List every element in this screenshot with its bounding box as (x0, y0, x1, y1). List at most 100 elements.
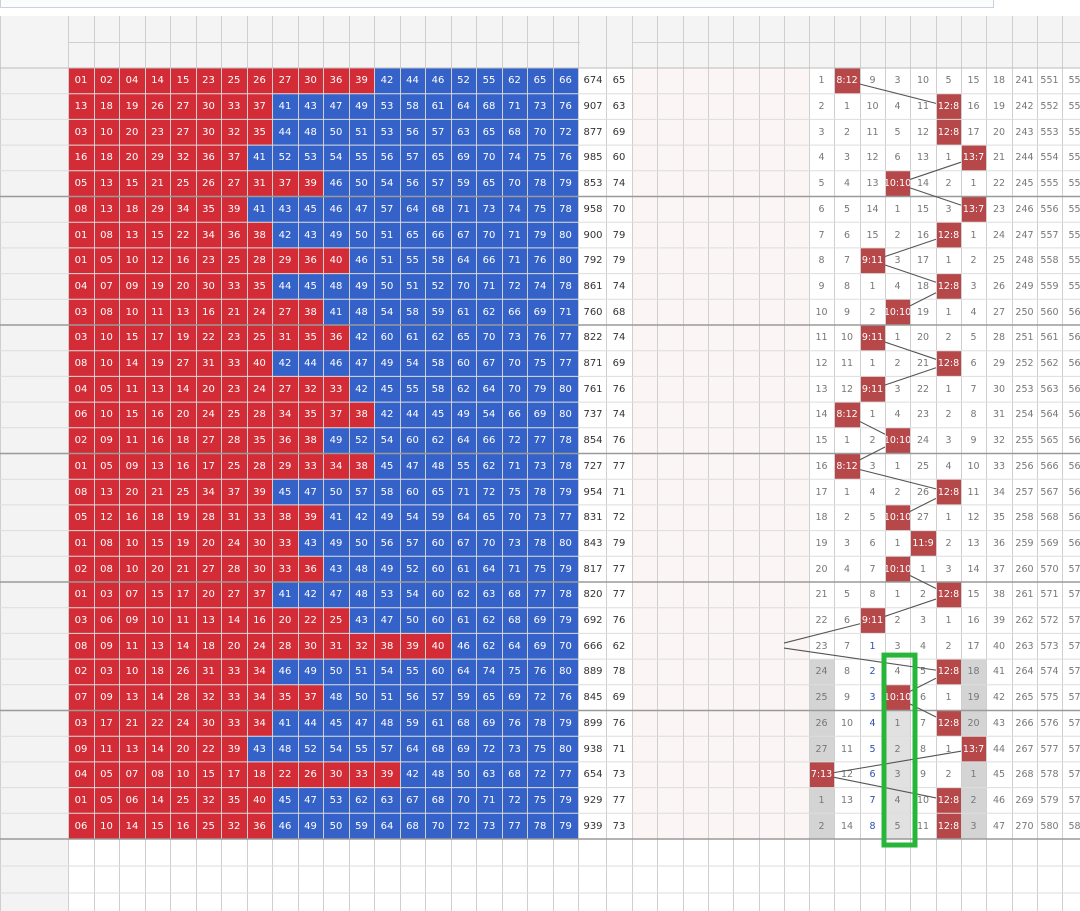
marker-ratio[interactable]: 7:13 (810, 847, 833, 858)
marker-number[interactable]: 12 (355, 874, 368, 885)
marker-number[interactable]: 13 (380, 874, 394, 885)
marker-number[interactable]: 18 (508, 847, 521, 858)
marker-number[interactable]: 20 (559, 874, 572, 885)
marker-number[interactable]: 12 (355, 901, 368, 911)
marker-ratio[interactable]: 9:11 (861, 847, 884, 858)
marker-number[interactable]: 20 (559, 901, 572, 911)
marker-ratio[interactable]: 17:3 (1063, 847, 1080, 858)
marker-number[interactable]: 6 (205, 847, 212, 858)
marker-number[interactable]: 15 (431, 901, 445, 911)
marker-number[interactable]: 12 (355, 847, 368, 858)
marker-number[interactable]: 14 (406, 847, 419, 858)
marker-ratio[interactable]: 4:16 (734, 847, 758, 858)
marker-ratio[interactable]: 7:13 (810, 901, 833, 911)
marker-number[interactable]: 19 (533, 847, 547, 858)
marker-number[interactable]: 11 (329, 901, 343, 911)
marker-ratio[interactable]: 7:13 (810, 874, 833, 885)
marker-ratio[interactable]: 17:3 (1063, 901, 1080, 911)
marker-number[interactable]: 3 (128, 874, 136, 885)
marker-number[interactable]: 2 (103, 901, 110, 911)
marker-ratio[interactable]: 12:8 (937, 901, 960, 911)
marker-number[interactable]: 3 (128, 847, 136, 858)
marker-ratio[interactable]: 14:6 (987, 874, 1011, 885)
marker-ratio[interactable]: 0:20 (633, 874, 656, 885)
marker-number[interactable]: 1 (77, 874, 85, 885)
marker-number[interactable]: 8 (256, 847, 263, 858)
marker-number[interactable]: 17 (482, 847, 496, 858)
marker-number[interactable]: 17 (482, 901, 496, 911)
marker-ratio[interactable]: 5:15 (760, 901, 783, 911)
marker-number[interactable]: 5 (179, 847, 187, 858)
marker-number[interactable]: 19 (533, 901, 547, 911)
marker-ratio[interactable]: 8:12 (835, 901, 859, 911)
marker-ratio[interactable]: 3:17 (709, 874, 732, 885)
marker-number[interactable]: 7 (230, 874, 238, 885)
marker-number[interactable]: 14 (406, 874, 419, 885)
marker-number[interactable]: 14 (406, 901, 419, 911)
marker-ratio[interactable]: 15:5 (1013, 901, 1036, 911)
marker-ratio[interactable]: 10:10 (885, 847, 910, 858)
marker-ratio[interactable]: 13:7 (962, 847, 985, 858)
marker-number[interactable]: 16 (457, 874, 470, 885)
marker-ratio[interactable]: 16:4 (1038, 874, 1061, 885)
marker-number[interactable]: 7 (230, 847, 238, 858)
marker-number[interactable]: 15 (431, 847, 445, 858)
marker-ratio[interactable]: 2:18 (684, 847, 707, 858)
marker-ratio[interactable]: 11:9 (911, 874, 935, 885)
marker-number[interactable]: 18 (508, 901, 521, 911)
marker-ratio[interactable]: 14:6 (987, 847, 1011, 858)
marker-ratio[interactable]: 9:11 (861, 874, 884, 885)
marker-number[interactable]: 11 (329, 847, 343, 858)
marker-ratio[interactable]: 2:18 (684, 901, 707, 911)
top-scroll-bar[interactable] (0, 0, 994, 8)
marker-ratio[interactable]: 1:19 (658, 901, 682, 911)
marker-ratio[interactable]: 1:19 (658, 874, 682, 885)
marker-number[interactable]: 4 (154, 874, 161, 885)
marker-ratio[interactable]: 6:14 (785, 847, 808, 858)
marker-number[interactable]: 18 (508, 874, 521, 885)
marker-number[interactable]: 1 (77, 901, 85, 911)
marker-ratio[interactable]: 2:18 (684, 874, 707, 885)
marker-ratio[interactable]: 0:20 (633, 847, 656, 858)
marker-number[interactable]: 6 (205, 874, 212, 885)
marker-number[interactable]: 19 (533, 874, 547, 885)
marker-ratio[interactable]: 12:8 (937, 847, 960, 858)
marker-ratio[interactable]: 5:15 (760, 847, 783, 858)
marker-ratio[interactable]: 17:3 (1063, 874, 1080, 885)
marker-number[interactable]: 3 (128, 901, 136, 911)
marker-number[interactable]: 6 (205, 901, 212, 911)
marker-number[interactable]: 4 (154, 901, 161, 911)
marker-number[interactable]: 2 (103, 874, 110, 885)
marker-ratio[interactable]: 6:14 (785, 901, 808, 911)
marker-ratio[interactable]: 11:9 (911, 901, 935, 911)
marker-ratio[interactable]: 15:5 (1013, 874, 1036, 885)
marker-number[interactable]: 15 (431, 874, 445, 885)
marker-ratio[interactable]: 4:16 (734, 901, 758, 911)
marker-number[interactable]: 5 (179, 874, 187, 885)
marker-number[interactable]: 1 (77, 847, 85, 858)
marker-number[interactable]: 13 (380, 901, 394, 911)
marker-number[interactable]: 11 (329, 874, 343, 885)
marker-ratio[interactable]: 11:9 (911, 847, 935, 858)
marker-number[interactable]: 5 (179, 901, 187, 911)
marker-number[interactable]: 16 (457, 847, 470, 858)
marker-ratio[interactable]: 6:14 (785, 874, 808, 885)
marker-ratio[interactable]: 5:15 (760, 874, 783, 885)
marker-number[interactable]: 9 (281, 901, 289, 911)
marker-ratio[interactable]: 9:11 (861, 901, 884, 911)
marker-ratio[interactable]: 16:4 (1038, 901, 1061, 911)
marker-ratio[interactable]: 12:8 (937, 874, 960, 885)
marker-number[interactable]: 4 (154, 847, 161, 858)
marker-ratio[interactable]: 10:10 (885, 874, 910, 885)
marker-number[interactable]: 17 (482, 874, 496, 885)
marker-ratio[interactable]: 10:10 (885, 901, 910, 911)
marker-ratio[interactable]: 1:19 (658, 847, 682, 858)
marker-number[interactable]: 9 (281, 847, 289, 858)
marker-number[interactable]: 10 (304, 847, 317, 858)
marker-number[interactable]: 8 (256, 901, 263, 911)
marker-ratio[interactable]: 14:6 (987, 901, 1011, 911)
marker-ratio[interactable]: 8:12 (835, 847, 859, 858)
marker-number[interactable]: 7 (230, 901, 238, 911)
marker-ratio[interactable]: 13:7 (962, 874, 985, 885)
marker-number[interactable]: 16 (457, 901, 470, 911)
